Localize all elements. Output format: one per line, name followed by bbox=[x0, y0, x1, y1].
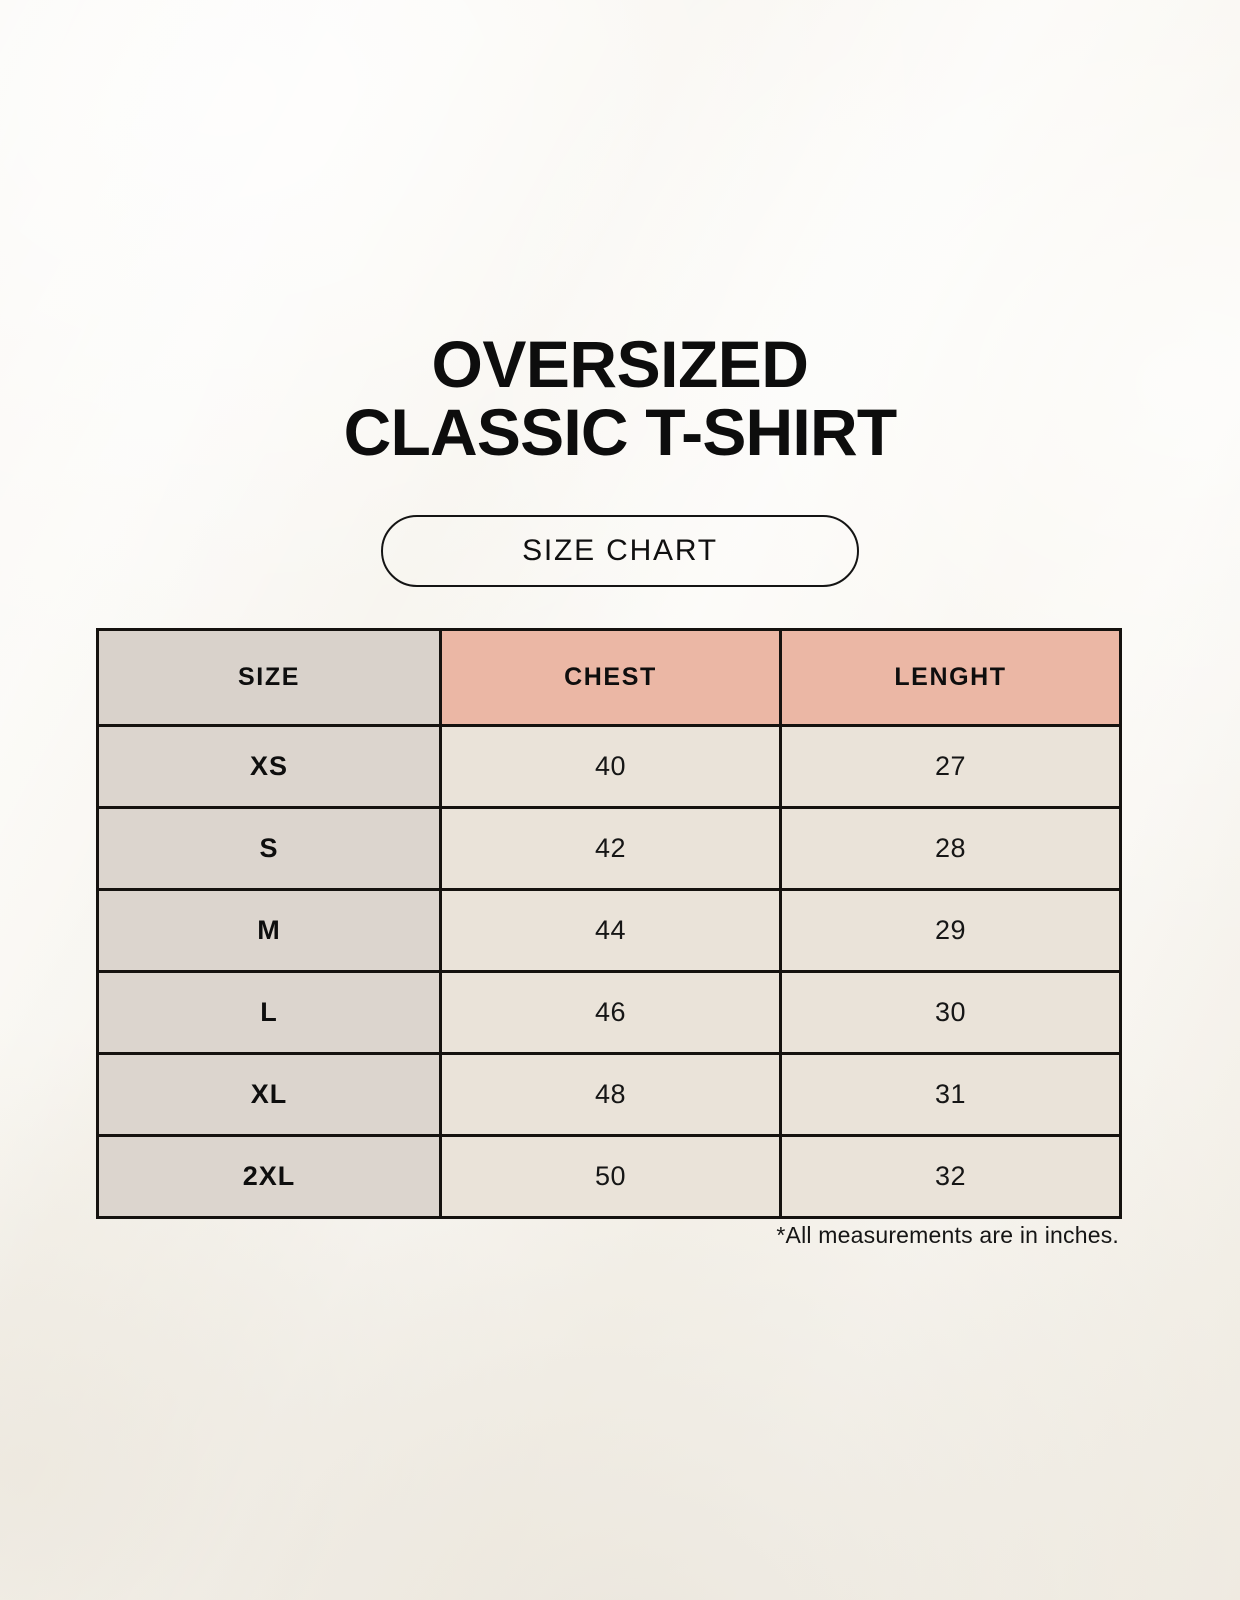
cell-length: 29 bbox=[779, 888, 1122, 973]
table-row: XS 40 27 bbox=[96, 724, 1122, 809]
cell-size: XL bbox=[96, 1052, 442, 1137]
cell-chest: 42 bbox=[439, 806, 782, 891]
table-row: L 46 30 bbox=[96, 970, 1122, 1055]
page-title-line-2: CLASSIC T-SHIRT bbox=[343, 395, 897, 469]
measurement-units-footnote: *All measurements are in inches. bbox=[776, 1222, 1119, 1248]
column-header-size: SIZE bbox=[96, 628, 442, 727]
size-chart-badge: SIZE CHART bbox=[381, 515, 859, 587]
cell-chest: 48 bbox=[439, 1052, 782, 1137]
table-row: M 44 29 bbox=[96, 888, 1122, 973]
cell-length: 30 bbox=[779, 970, 1122, 1055]
table-row: S 42 28 bbox=[96, 806, 1122, 891]
cell-length: 28 bbox=[779, 806, 1122, 891]
size-table-head: SIZE CHEST LENGHT bbox=[96, 628, 1122, 727]
cell-chest: 40 bbox=[439, 724, 782, 809]
cell-size: M bbox=[96, 888, 442, 973]
cell-chest: 46 bbox=[439, 970, 782, 1055]
cell-chest: 50 bbox=[439, 1134, 782, 1219]
size-chart-badge-label: SIZE CHART bbox=[522, 534, 718, 567]
table-row: 2XL 50 32 bbox=[96, 1134, 1122, 1219]
cell-length: 31 bbox=[779, 1052, 1122, 1137]
page-title-line-1: OVERSIZED bbox=[431, 327, 809, 401]
size-table-wrapper: SIZE CHEST LENGHT XS 40 27 S 42 28 M bbox=[96, 628, 1122, 1219]
cell-size: XS bbox=[96, 724, 442, 809]
cell-length: 32 bbox=[779, 1134, 1122, 1219]
cell-size: S bbox=[96, 806, 442, 891]
size-table-body: XS 40 27 S 42 28 M 44 29 L 46 30 bbox=[96, 724, 1122, 1219]
table-header-row: SIZE CHEST LENGHT bbox=[96, 628, 1122, 727]
cell-size: 2XL bbox=[96, 1134, 442, 1219]
cell-chest: 44 bbox=[439, 888, 782, 973]
column-header-chest: CHEST bbox=[439, 628, 782, 727]
size-chart-badge-wrapper: SIZE CHART bbox=[0, 515, 1240, 587]
table-row: XL 48 31 bbox=[96, 1052, 1122, 1137]
page-title: OVERSIZED CLASSIC T-SHIRT bbox=[0, 330, 1240, 466]
cell-size: L bbox=[96, 970, 442, 1055]
size-table: SIZE CHEST LENGHT XS 40 27 S 42 28 M bbox=[96, 628, 1122, 1219]
cell-length: 27 bbox=[779, 724, 1122, 809]
column-header-length: LENGHT bbox=[779, 628, 1122, 727]
